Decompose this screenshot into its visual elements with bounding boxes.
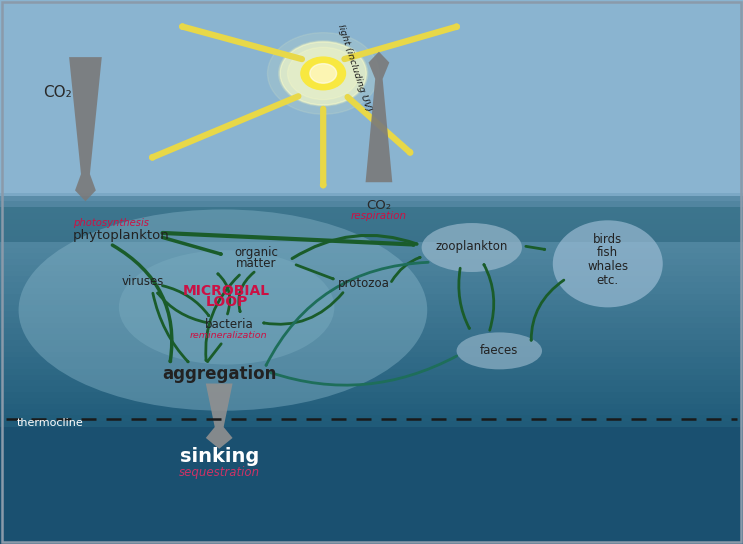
Circle shape <box>288 47 359 100</box>
Bar <box>0 0 743 201</box>
Text: organic: organic <box>234 246 279 259</box>
Bar <box>0 346 743 351</box>
Bar <box>0 288 743 294</box>
Text: matter: matter <box>236 257 276 270</box>
Text: light (including UV): light (including UV) <box>336 23 373 113</box>
Bar <box>0 357 743 363</box>
Text: zooplankton: zooplankton <box>435 240 508 253</box>
Text: photosynthesis: photosynthesis <box>73 218 149 228</box>
Bar <box>0 259 743 265</box>
Text: aggregation: aggregation <box>162 365 276 384</box>
Text: whales: whales <box>587 260 629 273</box>
Text: MICROBIAL: MICROBIAL <box>183 284 270 298</box>
Bar <box>0 213 743 219</box>
Text: thermocline: thermocline <box>16 418 83 428</box>
Bar <box>0 427 743 544</box>
Bar <box>0 375 743 380</box>
Text: CO₂: CO₂ <box>366 199 392 212</box>
Bar <box>0 380 743 386</box>
Ellipse shape <box>456 332 542 369</box>
Ellipse shape <box>19 209 427 411</box>
Bar <box>0 265 743 271</box>
Bar <box>0 207 743 213</box>
Bar <box>0 317 743 323</box>
Polygon shape <box>206 384 233 449</box>
Bar <box>0 248 743 254</box>
Bar <box>0 305 743 311</box>
Circle shape <box>301 57 345 90</box>
Text: protozoa: protozoa <box>338 277 390 290</box>
Bar <box>0 386 743 392</box>
Circle shape <box>310 64 337 83</box>
Bar <box>0 323 743 329</box>
Bar <box>0 426 743 432</box>
Text: remineralization: remineralization <box>190 331 267 340</box>
Text: viruses: viruses <box>121 275 164 288</box>
Bar <box>0 193 743 207</box>
Bar <box>0 236 743 242</box>
Bar <box>0 369 743 375</box>
Bar <box>0 271 743 276</box>
Text: LOOP: LOOP <box>205 295 248 309</box>
Text: fish: fish <box>597 246 618 259</box>
Bar <box>0 311 743 317</box>
Bar <box>0 282 743 288</box>
Bar <box>0 300 743 305</box>
Bar <box>0 276 743 282</box>
Bar <box>0 421 743 426</box>
Bar <box>0 351 743 357</box>
Bar <box>0 294 743 300</box>
Bar <box>0 254 743 259</box>
Circle shape <box>267 33 379 114</box>
Bar <box>0 334 743 340</box>
Bar <box>0 242 743 248</box>
Bar <box>0 410 743 415</box>
Bar <box>0 404 743 410</box>
Ellipse shape <box>553 220 663 307</box>
Bar <box>0 201 743 207</box>
Text: phytoplankton: phytoplankton <box>73 228 169 242</box>
Text: etc.: etc. <box>597 274 619 287</box>
Text: bacteria: bacteria <box>204 318 253 331</box>
Circle shape <box>279 41 368 106</box>
Bar <box>0 225 743 230</box>
Bar <box>0 329 743 334</box>
Bar <box>0 392 743 398</box>
Bar <box>0 230 743 236</box>
Text: respiration: respiration <box>351 211 407 221</box>
Bar <box>0 219 743 224</box>
Bar <box>0 340 743 346</box>
Bar <box>0 415 743 421</box>
Text: CO₂: CO₂ <box>43 85 71 100</box>
Text: sequestration: sequestration <box>178 466 260 479</box>
Ellipse shape <box>422 223 522 272</box>
Bar <box>0 398 743 404</box>
Bar <box>0 196 743 242</box>
Polygon shape <box>366 52 392 182</box>
Text: sinking: sinking <box>180 448 259 466</box>
Text: faeces: faeces <box>480 344 519 357</box>
Circle shape <box>280 42 366 105</box>
Text: birds: birds <box>593 233 623 246</box>
Ellipse shape <box>119 250 334 364</box>
Bar <box>0 363 743 369</box>
Polygon shape <box>69 57 102 201</box>
